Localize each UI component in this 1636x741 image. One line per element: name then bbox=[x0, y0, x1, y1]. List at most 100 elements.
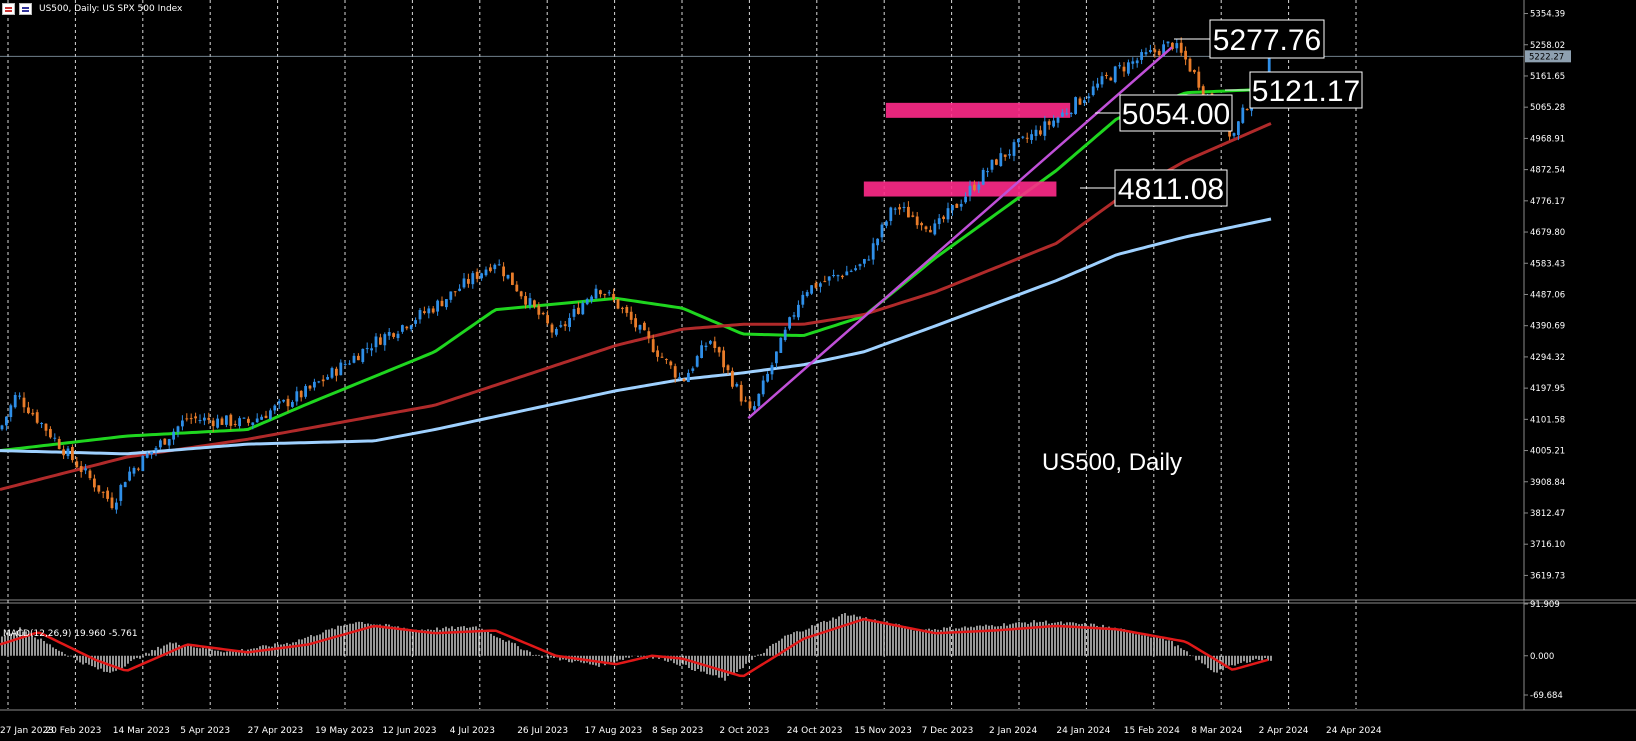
date-tick-label: 12 Jun 2023 bbox=[382, 726, 436, 736]
bull-candle bbox=[238, 418, 241, 427]
bull-candle bbox=[810, 285, 813, 294]
bear-candle bbox=[97, 485, 101, 492]
bear-candle bbox=[841, 275, 844, 278]
bear-candle bbox=[335, 368, 338, 376]
bull-candle bbox=[607, 292, 611, 294]
price-level-label: 5277.76 bbox=[1213, 24, 1321, 57]
bear-candle bbox=[929, 229, 932, 233]
macd-tick-label: 91.909 bbox=[1530, 600, 1560, 610]
bear-candle bbox=[22, 397, 26, 408]
bull-candle bbox=[1118, 65, 1121, 67]
bull-candle bbox=[18, 395, 21, 397]
bear-candle bbox=[62, 449, 65, 456]
level-label-box bbox=[1249, 71, 1363, 109]
bear-candle bbox=[440, 300, 444, 307]
bear-candle bbox=[524, 296, 527, 305]
bull-candle bbox=[295, 391, 299, 402]
bear-candle bbox=[194, 416, 197, 419]
ma-mid-line bbox=[0, 122, 1272, 491]
chart-watermark: US500, Daily bbox=[1042, 449, 1182, 476]
bull-candle bbox=[819, 283, 822, 287]
bull-candle bbox=[216, 418, 219, 428]
bear-candle bbox=[634, 318, 637, 328]
bull-candle bbox=[1056, 117, 1060, 123]
current-price-label: 5222.27 bbox=[1529, 52, 1564, 62]
bull-candle bbox=[506, 274, 510, 279]
bull-candle bbox=[304, 386, 307, 397]
current-price-tag bbox=[1525, 50, 1571, 63]
bull-candle bbox=[695, 356, 699, 367]
price-tick-label: 5065.28 bbox=[1530, 103, 1565, 113]
support-zone bbox=[863, 181, 1057, 197]
macd-tick-label: 0.000 bbox=[1530, 652, 1554, 662]
bull-candle bbox=[779, 337, 783, 353]
bear-candle bbox=[1171, 42, 1174, 49]
bear-candle bbox=[924, 226, 928, 230]
bull-candle bbox=[1241, 107, 1245, 123]
bear-candle bbox=[603, 294, 607, 296]
bull-candle bbox=[198, 420, 202, 422]
bull-candle bbox=[458, 288, 461, 291]
bear-candle bbox=[467, 278, 470, 284]
bull-candle bbox=[1232, 133, 1236, 136]
bear-candle bbox=[1105, 75, 1108, 77]
bull-candle bbox=[937, 218, 941, 225]
bear-candle bbox=[599, 290, 602, 295]
bull-candle bbox=[981, 169, 985, 185]
date-tick-label: 2 Jan 2024 bbox=[989, 726, 1037, 736]
bear-candle bbox=[185, 418, 189, 420]
date-tick-label: 27 Apr 2023 bbox=[248, 726, 304, 736]
chart-type-icon[interactable] bbox=[19, 3, 32, 15]
bear-candle bbox=[669, 361, 673, 366]
bull-candle bbox=[959, 203, 963, 207]
bear-candle bbox=[75, 461, 79, 468]
bear-candle bbox=[379, 337, 382, 345]
bear-candle bbox=[357, 355, 360, 361]
price-tick-label: 4872.54 bbox=[1530, 166, 1565, 176]
bear-candle bbox=[299, 390, 303, 398]
macd-label: MACD(12,26,9) 19.960 -5.761 bbox=[3, 629, 138, 639]
bull-candle bbox=[893, 208, 897, 210]
bull-candle bbox=[876, 238, 879, 246]
chart-window-icon[interactable] bbox=[2, 3, 15, 15]
date-tick-label: 14 Mar 2023 bbox=[113, 726, 170, 736]
date-tick-label: 8 Sep 2023 bbox=[652, 726, 703, 736]
bull-candle bbox=[788, 317, 791, 329]
bull-candle bbox=[805, 292, 809, 297]
bull-candle bbox=[225, 415, 228, 425]
date-tick-label: 20 Feb 2023 bbox=[45, 726, 101, 736]
bull-candle bbox=[951, 205, 954, 211]
trendline[interactable] bbox=[747, 46, 1173, 420]
bear-candle bbox=[49, 428, 52, 438]
bear-candle bbox=[563, 324, 567, 327]
bear-candle bbox=[911, 215, 915, 217]
bull-candle bbox=[462, 278, 466, 288]
bear-candle bbox=[673, 366, 677, 378]
price-tick-label: 4776.17 bbox=[1530, 197, 1565, 207]
support-zones bbox=[863, 102, 1071, 197]
bull-candle bbox=[0, 425, 4, 430]
bear-candle bbox=[110, 497, 114, 509]
bear-candle bbox=[321, 379, 325, 382]
bear-candle bbox=[405, 326, 409, 329]
bull-candle bbox=[383, 334, 387, 346]
uptrend-line bbox=[747, 46, 1173, 420]
bull-candle bbox=[181, 420, 184, 427]
bull-candle bbox=[497, 264, 501, 266]
bull-candle bbox=[757, 393, 761, 406]
bear-candle bbox=[915, 216, 919, 226]
bull-candle bbox=[387, 332, 391, 336]
bull-candle bbox=[792, 315, 796, 317]
bear-candle bbox=[247, 418, 250, 423]
bear-candle bbox=[1109, 77, 1113, 81]
level-label-box bbox=[1119, 94, 1233, 132]
bear-candle bbox=[717, 347, 721, 353]
bull-candle bbox=[370, 348, 373, 351]
support-zone bbox=[885, 102, 1071, 118]
bull-candle bbox=[1140, 52, 1143, 60]
bear-candle bbox=[308, 385, 312, 389]
bull-candle bbox=[832, 274, 835, 276]
date-tick-label: 8 Mar 2024 bbox=[1191, 726, 1243, 736]
bull-candle bbox=[145, 453, 149, 458]
